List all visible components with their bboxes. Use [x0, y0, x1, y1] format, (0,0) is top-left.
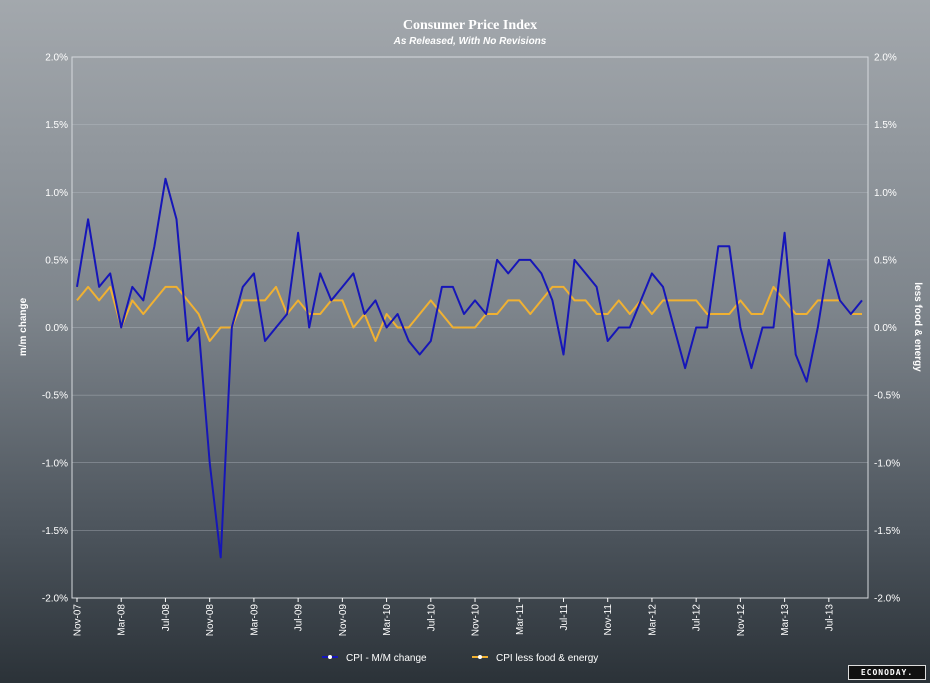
chart-title: Consumer Price Index [403, 18, 537, 33]
y-tick-label-left: -2.0% [42, 594, 68, 605]
x-tick-label: Mar-11 [515, 604, 526, 635]
y-tick-label-right: 2.0% [874, 53, 897, 64]
y-tick-label-left: 2.0% [45, 53, 68, 64]
x-tick-label: Mar-12 [647, 604, 658, 636]
legend-item-core-cpi[interactable]: CPI less food & energy [472, 653, 598, 664]
x-tick-label: Jul-11 [559, 604, 570, 631]
x-tick-label: Mar-08 [117, 604, 128, 636]
y-tick-label-left: 1.0% [45, 188, 68, 199]
x-tick-label: Jul-10 [426, 604, 437, 632]
y-tick-label-right: 1.5% [874, 120, 897, 131]
x-tick-label: Jul-13 [824, 604, 835, 632]
x-tick-label: Jul-08 [161, 604, 172, 632]
y-tick-label-right: -0.5% [874, 391, 900, 402]
y-tick-label-right: -1.0% [874, 458, 900, 469]
y-tick-label-left: 1.5% [45, 120, 68, 131]
y-axis-left: 2.0% 1.5% 1.0% 0.5% 0.0% -0.5% -1.0% -1.5% -2.0% [42, 53, 68, 605]
x-tick-label: Mar-09 [249, 604, 260, 636]
y-axis-right-label: less food & energy [912, 282, 923, 372]
plot-area-border [71, 56, 869, 599]
legend: CPI - M/M change CPI less food & energy [322, 653, 598, 664]
y-tick-label-left: -1.5% [42, 526, 68, 537]
chart-subtitle: As Released, With No Revisions [393, 36, 547, 47]
y-tick-label-left: 0.0% [45, 323, 68, 334]
y-axis-left-label: m/m change [18, 297, 29, 356]
econoday-logo: ECONODAY. [848, 665, 926, 680]
cpi-mm-line [76, 177, 863, 559]
series-lines [76, 177, 863, 559]
legend-label-core-cpi: CPI less food & energy [496, 653, 598, 664]
x-tick-label: Jul-12 [692, 604, 703, 632]
y-axis-right: 2.0% 1.5% 1.0% 0.5% 0.0% -0.5% -1.0% -1.5% -2.0% [874, 53, 900, 605]
x-tick-label: Nov-12 [736, 604, 747, 637]
x-tick-label: Jul-09 [294, 604, 305, 632]
x-tick-label: Nov-11 [603, 604, 614, 636]
x-tick-label: Nov-07 [73, 604, 84, 637]
y-tick-label-right: 0.0% [874, 323, 897, 334]
y-tick-label-right: 0.5% [874, 255, 897, 266]
x-tick-label: Mar-10 [382, 604, 393, 636]
y-tick-label-left: -1.0% [42, 458, 68, 469]
y-tick-label-right: 1.0% [874, 188, 897, 199]
x-tick-label: Mar-13 [780, 604, 791, 636]
y-tick-label-left: -0.5% [42, 391, 68, 402]
y-tick-label-right: -2.0% [874, 594, 900, 605]
x-tick-label: Nov-09 [338, 604, 349, 637]
legend-label-cpi: CPI - M/M change [346, 653, 427, 664]
x-axis: Nov-07 Mar-08 Jul-08 Nov-08 Mar-09 Jul-09 Nov-… [73, 598, 835, 637]
x-tick-label: Nov-10 [471, 604, 482, 637]
x-tick-label: Nov-08 [205, 604, 216, 637]
core-cpi-line [76, 285, 862, 342]
legend-item-cpi[interactable]: CPI - M/M change [322, 653, 427, 664]
y-tick-label-left: 0.5% [45, 255, 68, 266]
y-tick-label-right: -1.5% [874, 526, 900, 537]
